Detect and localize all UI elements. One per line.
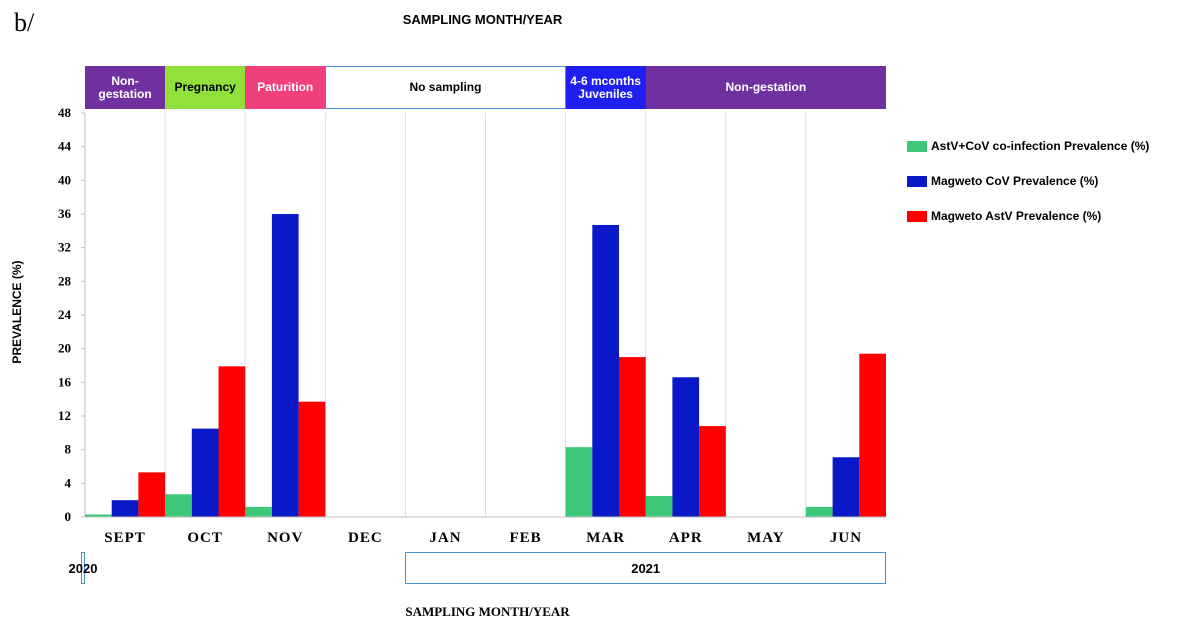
legend-swatch-astv (907, 210, 927, 222)
top-axis-title: SAMPLING MONTH/YEAR (402, 12, 563, 27)
y-tick-label: 44 (58, 139, 72, 154)
legend-item-coinfection: AstV+CoV co-infection Prevalence (%) (907, 137, 1149, 155)
phase-box: Paturition (245, 66, 326, 109)
y-tick-label: 48 (58, 105, 72, 120)
y-tick-label: 8 (65, 442, 72, 457)
y-tick-label: 28 (58, 273, 72, 288)
x-tick-label: OCT (187, 530, 223, 546)
bar (619, 357, 646, 517)
bar (138, 472, 166, 517)
bar (645, 495, 673, 517)
legend: AstV+CoV co-infection Prevalence (%) Mag… (907, 137, 1149, 242)
phase-box: Non-gestation (85, 66, 166, 109)
panel-label: b/ (14, 8, 35, 37)
bottom-axis-title: SAMPLING MONTH/YEAR (405, 604, 570, 619)
y-tick-label: 0 (65, 509, 72, 524)
x-tick-label: DEC (348, 530, 383, 546)
x-tick-label: APR (669, 530, 703, 546)
bar (218, 366, 246, 517)
bar (859, 353, 886, 517)
bar (271, 214, 299, 517)
y-tick-label: 16 (58, 374, 72, 389)
legend-swatch-coinfection (907, 140, 927, 152)
x-tick-label: JAN (429, 530, 461, 546)
phase-box: Non-gestation (645, 66, 886, 109)
y-tick-label: 24 (58, 307, 72, 322)
x-tick-label: SEPT (104, 530, 146, 546)
x-tick-label: NOV (267, 530, 303, 546)
phase-box: Pregnancy (165, 66, 246, 109)
bar (699, 426, 726, 517)
bar (85, 514, 112, 517)
bar (672, 377, 700, 517)
bar (298, 401, 326, 517)
year-box: 2020 (69, 552, 97, 584)
year-box: 2021 (405, 552, 886, 584)
legend-label-coinfection: AstV+CoV co-infection Prevalence (%) (931, 139, 1150, 153)
y-tick-label: 40 (58, 172, 71, 187)
x-tick-label: FEB (509, 530, 541, 546)
bar (191, 428, 219, 517)
x-tick-label: MAY (747, 530, 784, 546)
legend-swatch-cov (907, 175, 927, 187)
y-tick-label: 32 (58, 240, 71, 255)
x-tick-label: JUN (830, 530, 862, 546)
bar (832, 457, 860, 517)
bar (245, 506, 272, 517)
phase-box: 4-6 mconths Juveniles (565, 66, 646, 109)
legend-item-cov: Magweto CoV Prevalence (%) (907, 172, 1149, 190)
y-tick-label: 12 (58, 408, 71, 423)
phase-box: No sampling (325, 66, 566, 109)
bar (565, 447, 593, 517)
x-tick-label: MAR (586, 530, 625, 546)
y-tick-label: 4 (65, 475, 72, 490)
bar (592, 224, 619, 518)
y-tick-label: 36 (58, 206, 72, 221)
legend-label-astv: Magweto AstV Prevalence (%) (931, 209, 1102, 223)
legend-item-astv: Magweto AstV Prevalence (%) (907, 207, 1149, 225)
bar (805, 506, 833, 517)
legend-label-cov: Magweto CoV Prevalence (%) (931, 174, 1099, 188)
y-tick-label: 20 (58, 341, 71, 356)
bar (111, 500, 139, 517)
bar (165, 494, 192, 517)
